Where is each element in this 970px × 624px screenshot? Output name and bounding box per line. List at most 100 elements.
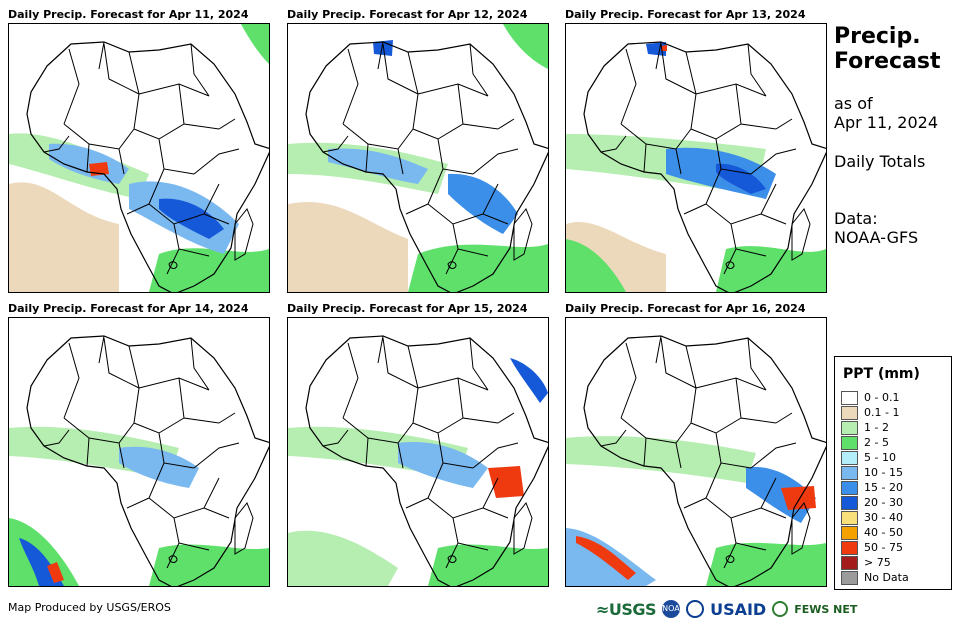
rain-area xyxy=(716,163,766,194)
legend-label: 0.1 - 1 xyxy=(864,406,900,419)
rain-area xyxy=(488,466,524,498)
legend-label: > 75 xyxy=(864,556,891,569)
legend-swatch xyxy=(841,496,858,510)
precip-map xyxy=(566,335,826,586)
precip-map xyxy=(9,335,269,586)
legend-item: > 75 xyxy=(841,556,891,571)
dry-area xyxy=(288,202,408,292)
legend-swatch xyxy=(841,481,858,495)
legend-item: 40 - 50 xyxy=(841,526,903,541)
legend-swatch xyxy=(841,451,858,465)
legend-swatch xyxy=(841,511,858,525)
data-label: Data: xyxy=(834,209,878,228)
rain-area xyxy=(408,244,548,292)
rain-area xyxy=(706,542,826,586)
legend-item: 20 - 30 xyxy=(841,496,903,511)
precip-map xyxy=(288,335,548,586)
precip-map xyxy=(288,24,548,292)
legend-swatch xyxy=(841,436,858,450)
data-source: NOAA-GFS xyxy=(834,228,919,247)
forecast-panel-apr16: Daily Precip. Forecast for Apr 16, 2024 xyxy=(565,302,827,592)
legend-swatch xyxy=(841,391,858,405)
legend-swatch xyxy=(841,466,858,480)
legend-item: 0.1 - 1 xyxy=(841,406,899,421)
fews-net-logo: FEWS NET xyxy=(794,602,858,616)
daily-totals: Daily Totals xyxy=(834,152,926,171)
rain-area xyxy=(398,442,488,488)
forecast-map xyxy=(8,317,270,587)
rain-area xyxy=(47,562,64,583)
panel-title: Daily Precip. Forecast for Apr 16, 2024 xyxy=(565,302,806,315)
rain-area xyxy=(661,45,667,51)
globe-icon xyxy=(772,601,789,617)
rain-area xyxy=(49,143,129,184)
precip-map xyxy=(566,41,826,292)
rain-area xyxy=(448,173,518,234)
forecast-map xyxy=(8,23,270,293)
forecast-panel-apr13: Daily Precip. Forecast for Apr 13, 2024 xyxy=(565,8,827,298)
forecast-panel-apr12: Daily Precip. Forecast for Apr 12, 2024 xyxy=(287,8,549,298)
legend-swatch xyxy=(841,526,858,540)
legend-label: 2 - 5 xyxy=(864,436,889,449)
legend-swatch xyxy=(841,406,858,420)
rain-area xyxy=(159,198,224,239)
rain-area xyxy=(716,246,826,292)
info-panel: Precip. Forecast as of Apr 11, 2024 Dail… xyxy=(834,24,964,247)
precip-map xyxy=(9,24,269,292)
side-title-line2: Forecast xyxy=(834,49,941,74)
panel-title: Daily Precip. Forecast for Apr 15, 2024 xyxy=(287,302,528,315)
legend-item: 50 - 75 xyxy=(841,541,903,556)
legend-label: 10 - 15 xyxy=(864,466,903,479)
rain-area xyxy=(503,24,548,69)
forecast-map xyxy=(287,317,549,587)
legend-item: 1 - 2 xyxy=(841,421,889,436)
usgs-logo: ≈USGS xyxy=(596,599,657,619)
legend-item: 0 - 0.1 xyxy=(841,391,899,406)
legend-swatch xyxy=(841,541,858,555)
legend-label: 50 - 75 xyxy=(864,541,903,554)
rain-area xyxy=(328,148,428,184)
legend-title: PPT (mm) xyxy=(843,366,920,382)
rain-area xyxy=(428,544,548,586)
asof-date: Apr 11, 2024 xyxy=(834,113,939,132)
rain-area xyxy=(566,239,626,292)
forecast-panel-apr11: Daily Precip. Forecast for Apr 11, 2024 xyxy=(8,8,270,298)
forecast-map xyxy=(287,23,549,293)
panel-title: Daily Precip. Forecast for Apr 13, 2024 xyxy=(565,8,806,21)
legend-label: 15 - 20 xyxy=(864,481,903,494)
legend-label: 1 - 2 xyxy=(864,421,889,434)
rain-area xyxy=(576,536,636,580)
dry-area xyxy=(9,182,119,292)
legend-label: 40 - 50 xyxy=(864,526,903,539)
usaid-logo: USAID xyxy=(710,599,767,619)
legend-label: 5 - 10 xyxy=(864,451,896,464)
rain-area xyxy=(241,24,269,64)
legend-item: 30 - 40 xyxy=(841,511,903,526)
legend-item: 10 - 15 xyxy=(841,466,903,481)
legend-label: 20 - 30 xyxy=(864,496,903,509)
legend-item: No Data xyxy=(841,571,909,586)
side-title-line1: Precip. xyxy=(834,24,921,49)
panel-title: Daily Precip. Forecast for Apr 12, 2024 xyxy=(287,8,528,21)
rain-area xyxy=(781,486,816,510)
panel-title: Daily Precip. Forecast for Apr 14, 2024 xyxy=(8,302,249,315)
legend-item: 2 - 5 xyxy=(841,436,889,451)
legend-label: 0 - 0.1 xyxy=(864,391,900,404)
asof-line1: as of xyxy=(834,94,873,113)
rain-area xyxy=(566,436,756,483)
legend-swatch xyxy=(841,421,858,435)
credit-text: Map Produced by USGS/EROS xyxy=(8,601,171,614)
forecast-panel-apr15: Daily Precip. Forecast for Apr 15, 2024 xyxy=(287,302,549,592)
legend-label: 30 - 40 xyxy=(864,511,903,524)
forecast-map xyxy=(565,23,827,293)
legend-label: No Data xyxy=(864,571,909,584)
legend: PPT (mm) 0 - 0.1 0.1 - 1 1 - 2 2 - 5 5 - 10 1… xyxy=(834,356,952,590)
panel-title: Daily Precip. Forecast for Apr 11, 2024 xyxy=(8,8,249,21)
rain-area xyxy=(288,530,398,586)
rain-area xyxy=(149,544,269,586)
legend-item: 15 - 20 xyxy=(841,481,903,496)
legend-item: 5 - 10 xyxy=(841,451,896,466)
forecast-panel-apr14: Daily Precip. Forecast for Apr 14, 2024 xyxy=(8,302,270,592)
rain-area xyxy=(149,248,269,292)
legend-swatch xyxy=(841,556,858,570)
